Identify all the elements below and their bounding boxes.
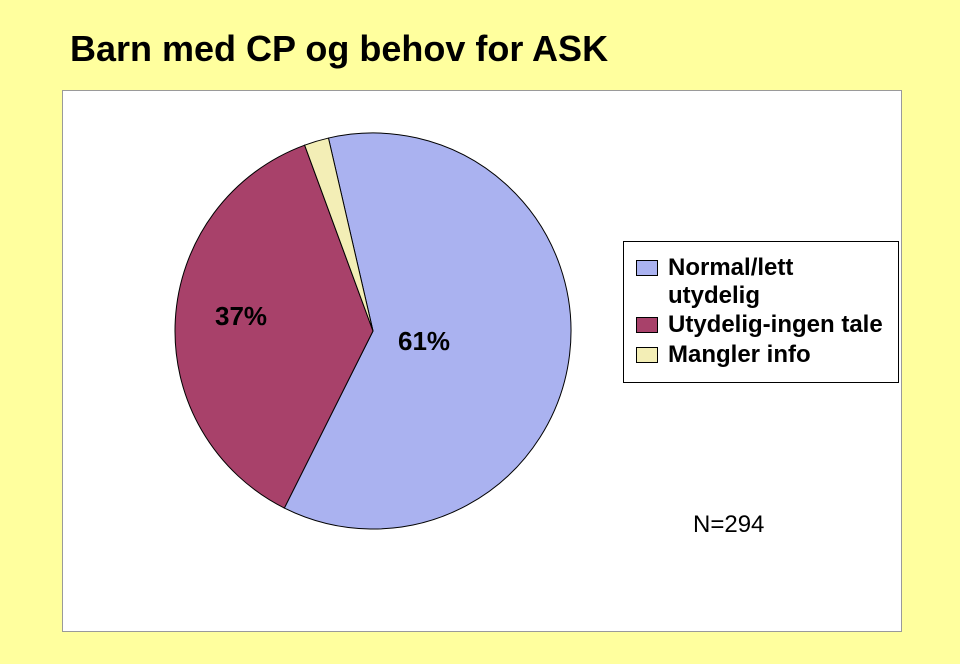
- slice-label-utydelig: 37%: [215, 301, 267, 332]
- n-label: N=294: [693, 511, 764, 539]
- legend-swatch: [636, 317, 658, 333]
- legend-item: Utydelig-ingen tale: [636, 311, 886, 339]
- slice-label-normal: 61%: [398, 326, 450, 357]
- legend-text: Normal/lett utydelig: [668, 254, 886, 309]
- page-title: Barn med CP og behov for ASK: [70, 28, 608, 70]
- chart-panel: 61% 37% Normal/lett utydeligUtydelig-inge…: [62, 90, 902, 632]
- legend-swatch: [636, 260, 658, 276]
- legend-item: Mangler info: [636, 341, 886, 369]
- legend-text: Utydelig-ingen tale: [668, 311, 883, 339]
- pie-chart: 61% 37%: [173, 131, 573, 531]
- legend-swatch: [636, 347, 658, 363]
- legend-text: Mangler info: [668, 341, 811, 369]
- legend-item: Normal/lett utydelig: [636, 254, 886, 309]
- legend: Normal/lett utydeligUtydelig-ingen taleM…: [623, 241, 899, 383]
